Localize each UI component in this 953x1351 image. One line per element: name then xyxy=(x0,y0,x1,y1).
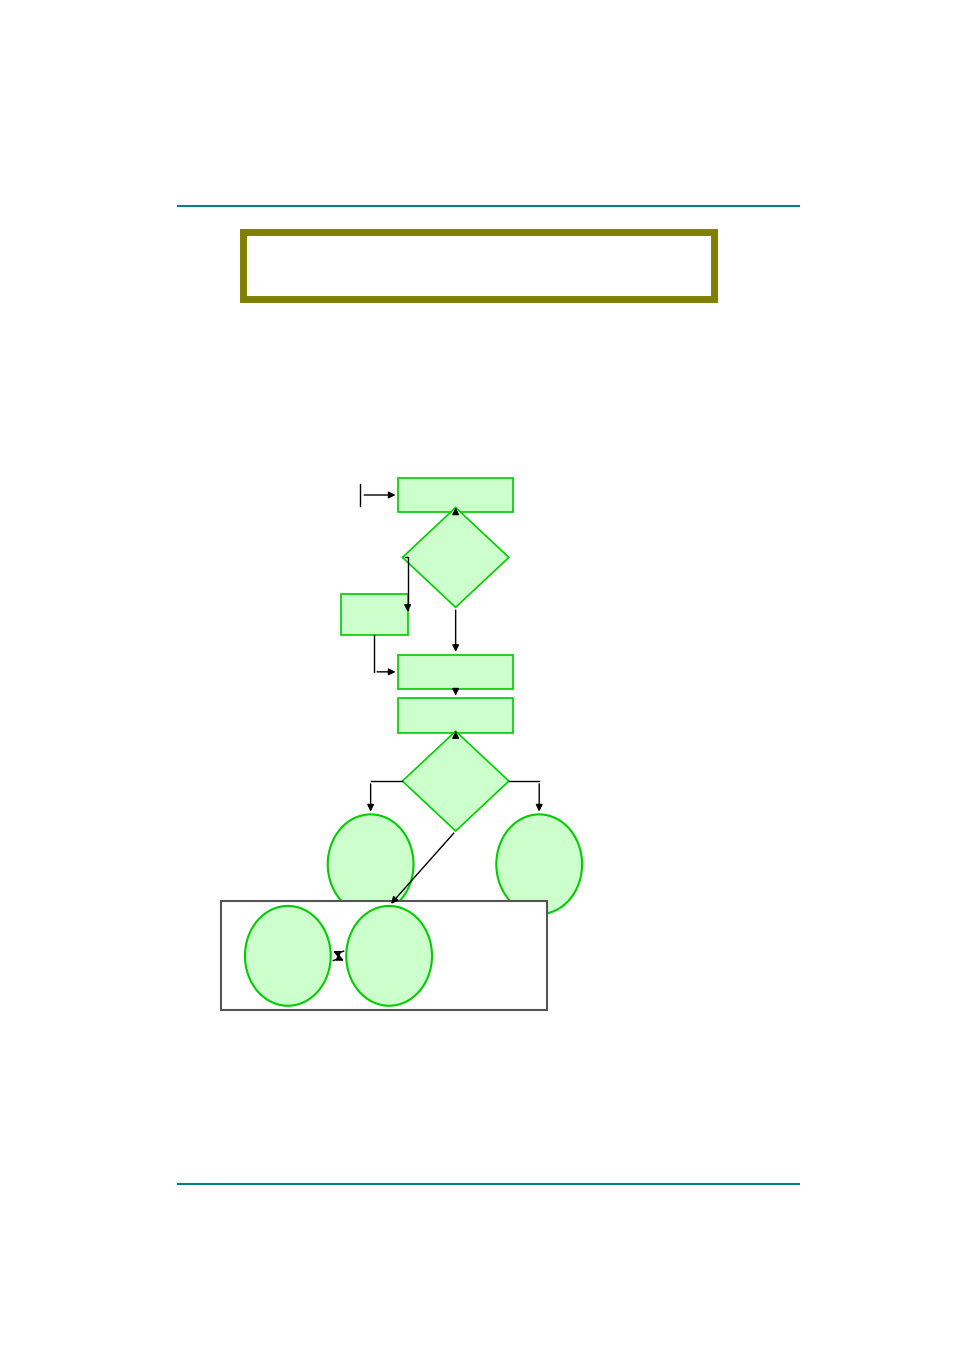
FancyBboxPatch shape xyxy=(341,594,407,635)
Polygon shape xyxy=(402,508,508,608)
Ellipse shape xyxy=(245,907,331,1005)
Ellipse shape xyxy=(328,815,413,915)
FancyBboxPatch shape xyxy=(221,901,546,1011)
FancyBboxPatch shape xyxy=(243,232,714,300)
FancyBboxPatch shape xyxy=(398,478,513,512)
FancyBboxPatch shape xyxy=(398,698,513,732)
Ellipse shape xyxy=(346,907,432,1005)
Ellipse shape xyxy=(496,815,581,915)
Polygon shape xyxy=(402,731,508,831)
FancyBboxPatch shape xyxy=(398,655,513,689)
